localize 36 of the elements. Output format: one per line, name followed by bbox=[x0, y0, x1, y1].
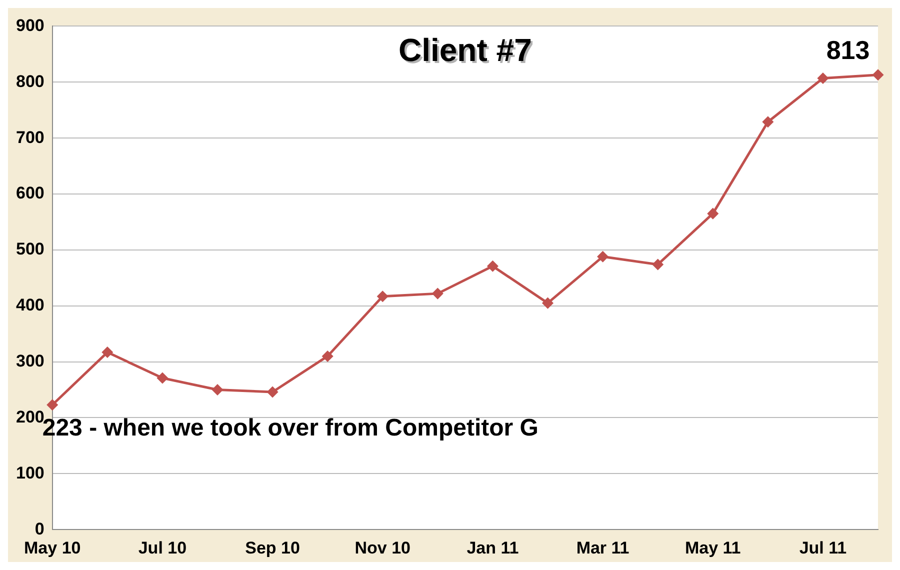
point bbox=[157, 372, 168, 384]
x-tick-label: Jul 11 bbox=[799, 538, 847, 558]
y-tick-label: 900 bbox=[16, 16, 44, 35]
point bbox=[872, 70, 884, 80]
point bbox=[487, 260, 498, 272]
y-tick-label: 500 bbox=[16, 240, 44, 259]
point bbox=[652, 259, 664, 270]
point bbox=[47, 400, 58, 410]
y-tick-label: 100 bbox=[16, 463, 44, 482]
y-tick-label: 300 bbox=[16, 351, 44, 370]
point bbox=[542, 298, 553, 308]
x-tick-label: Sep 10 bbox=[245, 538, 300, 558]
point bbox=[432, 288, 443, 299]
x-tick-label: May 10 bbox=[24, 538, 81, 558]
point bbox=[762, 116, 774, 128]
chart-title: Client #7 bbox=[400, 34, 534, 70]
x-tick-label: Jan 11 bbox=[466, 538, 519, 558]
point bbox=[322, 350, 333, 362]
point bbox=[212, 384, 223, 396]
y-tick-label: 600 bbox=[16, 184, 44, 203]
x-tick-label: Nov 10 bbox=[354, 538, 410, 558]
y-tick-label: 200 bbox=[16, 407, 44, 426]
point bbox=[102, 347, 113, 358]
x-tick-label: Mar 11 bbox=[576, 538, 630, 558]
x-tick-label: Jul 10 bbox=[138, 538, 187, 558]
point bbox=[267, 386, 278, 398]
data-label: 813 bbox=[826, 35, 870, 66]
point bbox=[708, 208, 718, 219]
y-tick-label: 0 bbox=[34, 519, 44, 538]
point bbox=[377, 291, 388, 302]
y-tick-label: 400 bbox=[16, 296, 44, 315]
point bbox=[818, 72, 828, 84]
x-tick-label: May 11 bbox=[684, 538, 741, 558]
point bbox=[598, 251, 608, 262]
y-tick-label: 800 bbox=[16, 72, 44, 91]
y-tick-label: 700 bbox=[16, 128, 44, 147]
